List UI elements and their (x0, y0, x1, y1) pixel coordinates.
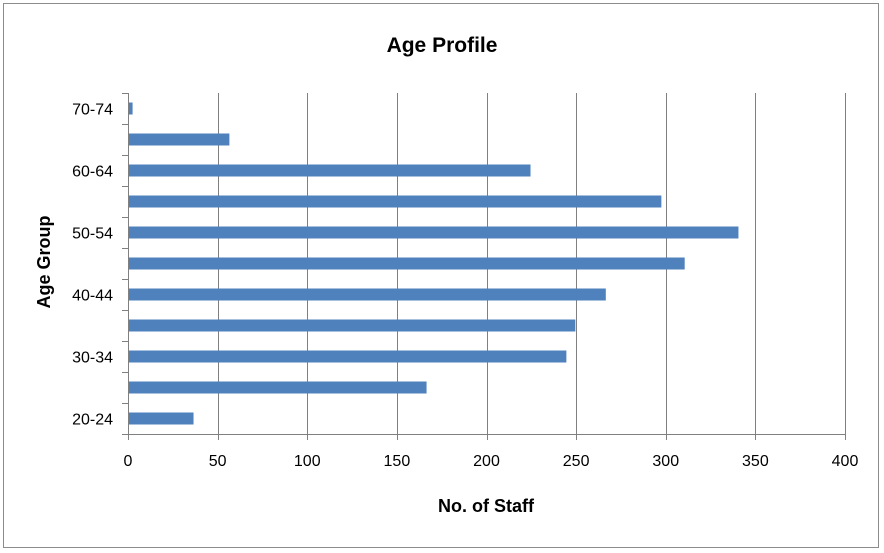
bar-20-24 (129, 412, 194, 425)
x-tick-label-0: 0 (124, 453, 133, 470)
y-tick-labels: 20-24 30-34 40-44 50-54 60-64 70-74 (72, 102, 113, 429)
bar-60-64 (129, 164, 531, 177)
x-tick-label-50: 50 (209, 453, 227, 470)
x-axis-title: No. of Staff (438, 496, 535, 516)
bar-30-34 (129, 350, 567, 363)
x-tick-label-300: 300 (652, 453, 679, 470)
bars (129, 102, 739, 425)
bar-25-29 (129, 381, 427, 394)
y-tick-label-60-64: 60-64 (72, 164, 113, 181)
x-tick-label-350: 350 (742, 453, 769, 470)
y-tick-label-20-24: 20-24 (72, 412, 113, 429)
bar-35-39 (129, 319, 576, 332)
bar-50-54 (129, 226, 739, 239)
bar-40-44 (129, 288, 606, 301)
x-tick-label-250: 250 (563, 453, 590, 470)
x-tick-label-400: 400 (832, 453, 859, 470)
axes (122, 93, 846, 440)
chart-title: Age Profile (387, 34, 498, 57)
y-tick-label-40-44: 40-44 (72, 288, 113, 305)
y-tick-label-30-34: 30-34 (72, 350, 113, 367)
bar-65-69 (129, 133, 230, 146)
bar-45-49 (129, 257, 685, 270)
y-tick-label-70-74: 70-74 (72, 102, 113, 119)
y-tick-label-50-54: 50-54 (72, 226, 113, 243)
bar-70-74 (129, 102, 133, 115)
x-tick-label-150: 150 (384, 453, 411, 470)
x-tick-labels: 0 50 100 150 200 250 300 350 400 (124, 453, 859, 470)
bar-55-59 (129, 195, 662, 208)
y-axis-title: Age Group (34, 215, 54, 308)
chart-frame (3, 3, 879, 548)
x-tick-label-100: 100 (294, 453, 321, 470)
x-tick-label-200: 200 (473, 453, 500, 470)
